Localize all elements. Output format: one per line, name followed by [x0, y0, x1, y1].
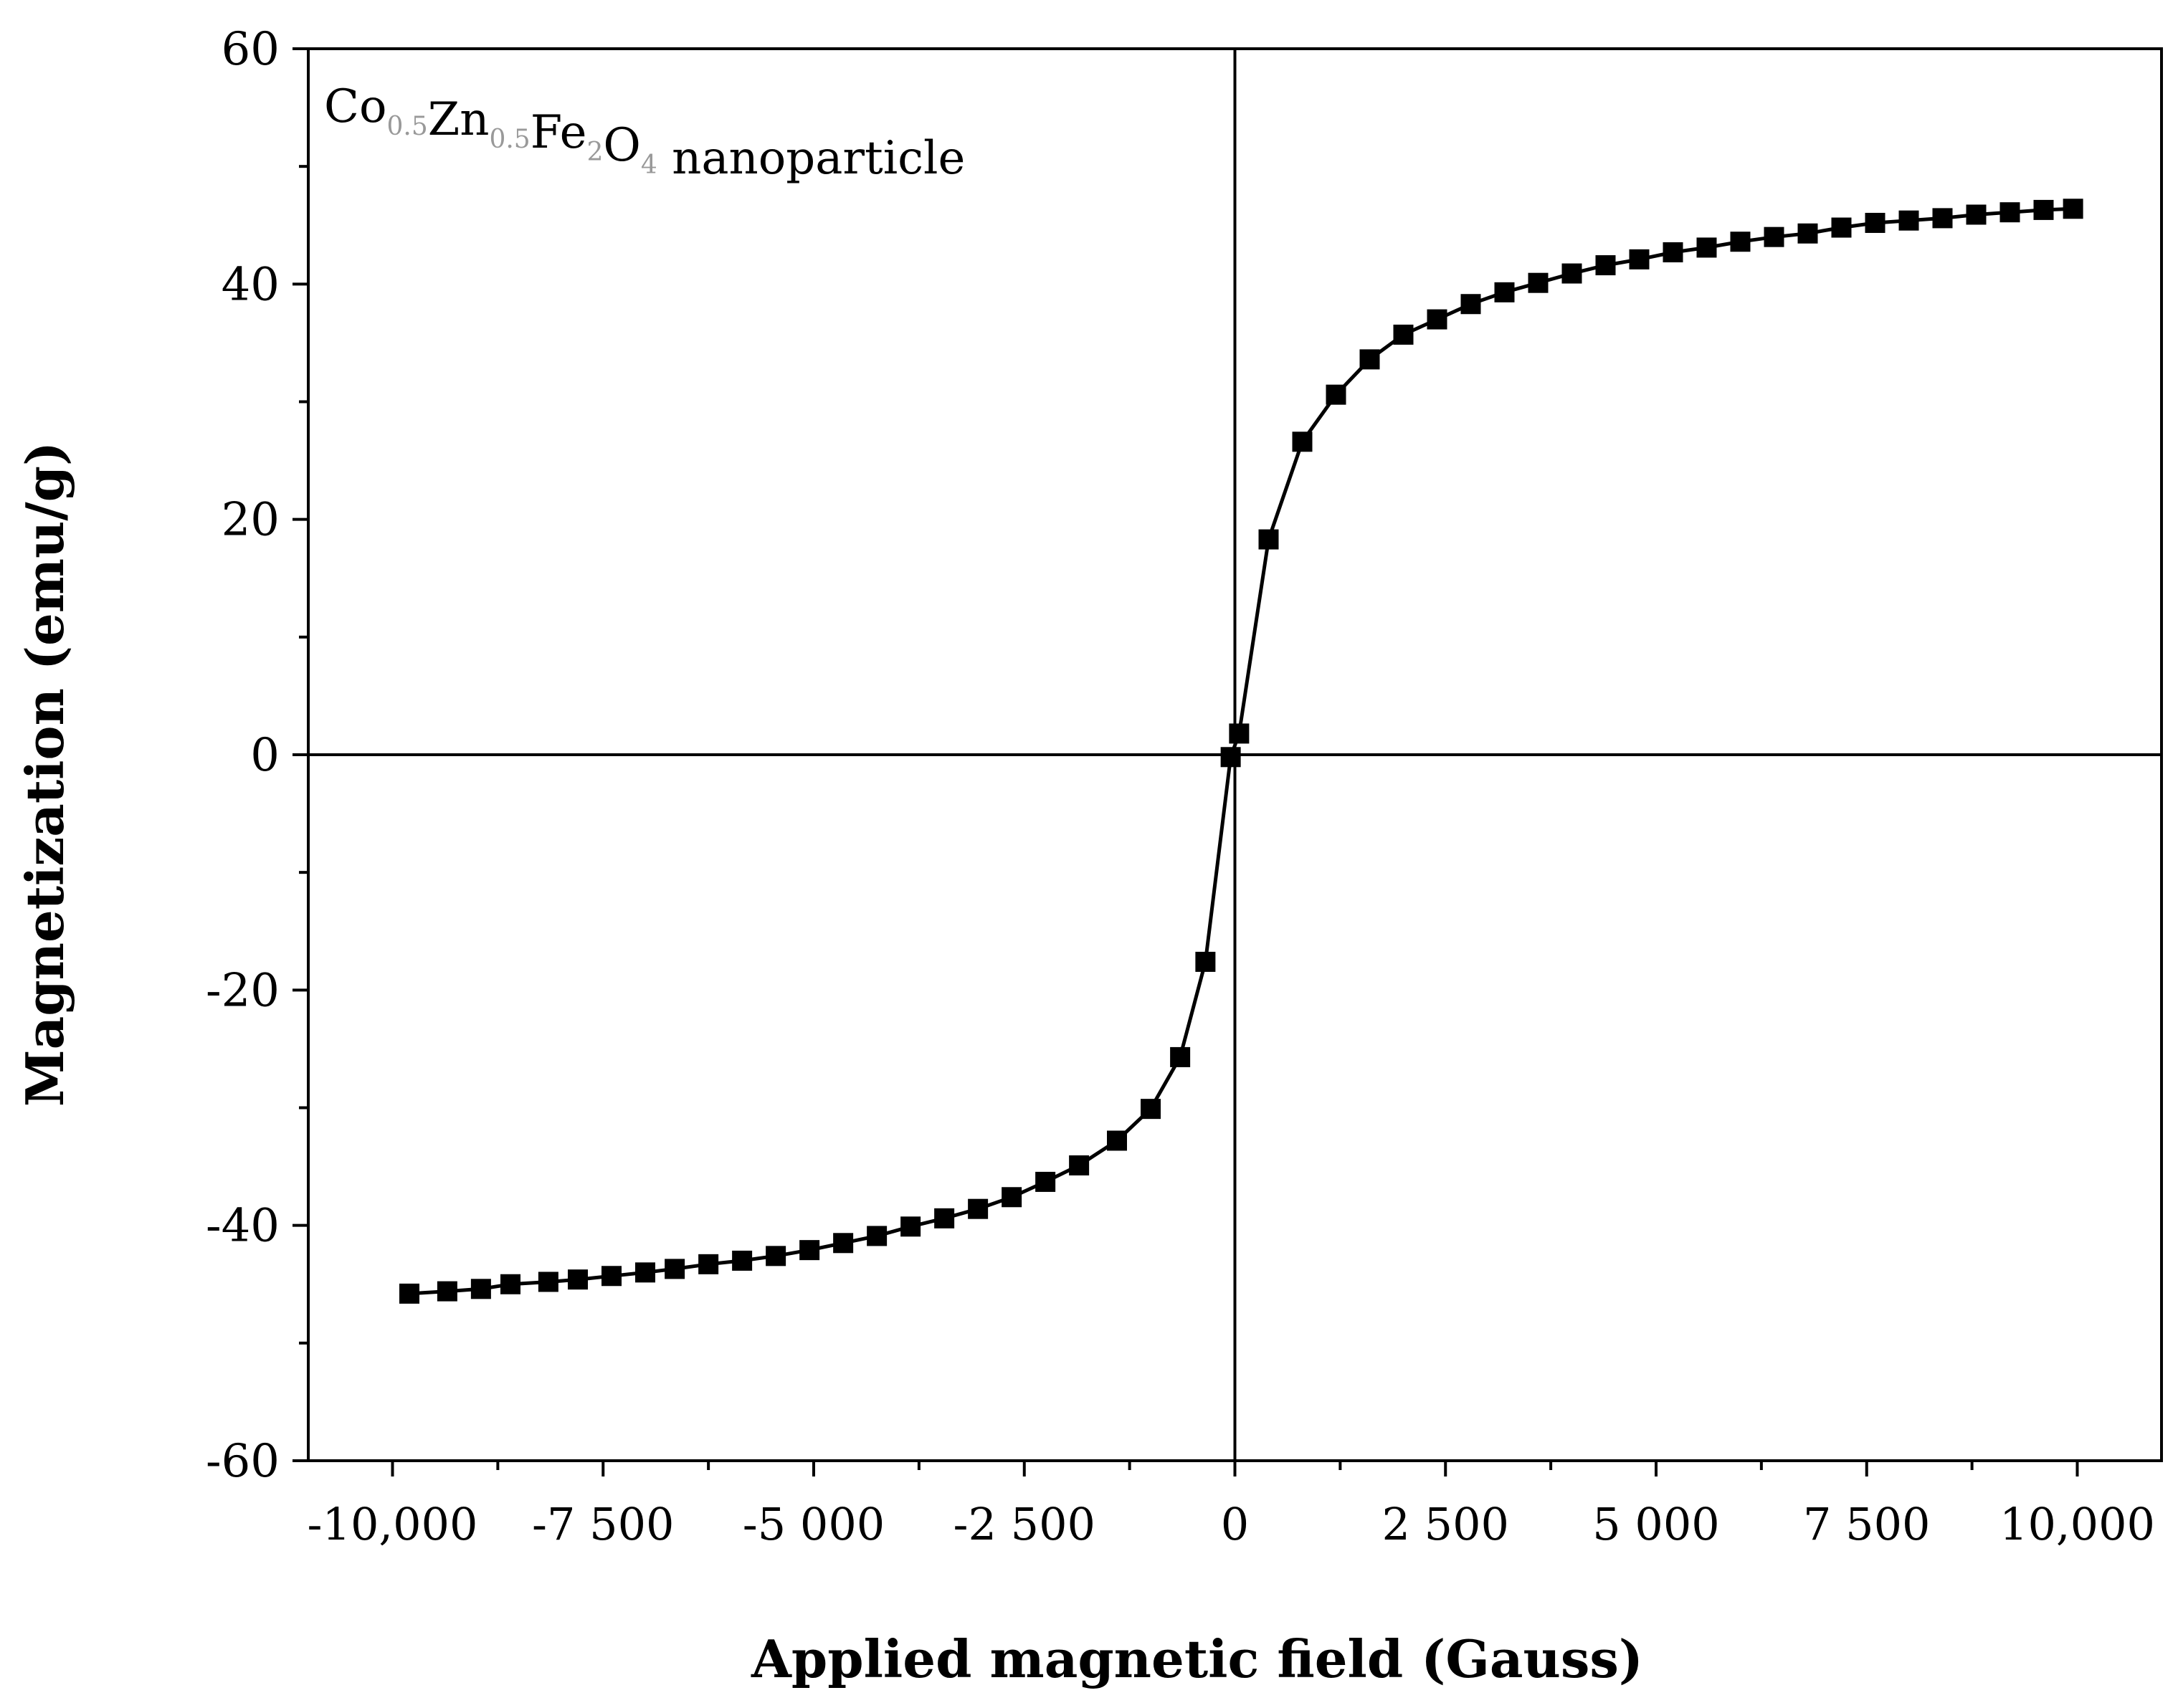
x-axis-label: Applied magnetic field (Gauss) — [751, 1628, 1643, 1689]
y-tick-label: -60 — [206, 1435, 280, 1488]
data-point — [799, 1240, 820, 1261]
y-tick-label: 20 — [222, 494, 280, 547]
annotation-text: O — [603, 119, 640, 172]
data-point — [698, 1254, 719, 1274]
y-tick-label: 60 — [222, 23, 280, 76]
chart-annotation: Co0.5Zn0.5Fe2O4 nanoparticle — [324, 80, 965, 185]
data-point — [1170, 1046, 1191, 1067]
x-tick-label: 5 000 — [1592, 1498, 1720, 1550]
data-point — [665, 1259, 685, 1279]
series-layer — [399, 199, 2083, 1304]
data-point — [1629, 249, 1650, 269]
data-point — [867, 1226, 888, 1246]
x-tick-label: 2 500 — [1382, 1498, 1510, 1550]
data-point — [1460, 294, 1481, 315]
data-point — [1035, 1171, 1056, 1192]
data-point — [1002, 1187, 1022, 1208]
y-axis-label: Magnetization (emu/g) — [14, 442, 75, 1107]
data-point — [732, 1250, 753, 1271]
data-point — [1663, 242, 1683, 263]
x-tick-label: 0 — [1221, 1498, 1249, 1550]
data-point — [635, 1262, 655, 1283]
data-point — [500, 1274, 520, 1294]
data-point — [1107, 1130, 1127, 1151]
data-point — [1229, 723, 1250, 744]
axis-ticks — [293, 47, 2079, 1476]
data-point — [1393, 324, 1414, 345]
y-tick-label: 0 — [250, 729, 280, 782]
x-tick-label: 7 500 — [1803, 1498, 1931, 1550]
series-line — [409, 206, 2073, 1296]
y-tick-label: -20 — [206, 964, 280, 1017]
data-point — [1069, 1155, 1090, 1175]
data-point — [766, 1246, 786, 1266]
data-point — [399, 1283, 419, 1304]
x-tick-label: -7 500 — [532, 1498, 674, 1550]
annotation-text: Fe — [531, 106, 587, 159]
data-point — [1865, 212, 1885, 233]
x-tick-label: 10,000 — [1999, 1498, 2155, 1550]
data-point — [1528, 272, 1549, 293]
data-point — [601, 1266, 622, 1287]
data-point — [900, 1216, 921, 1237]
data-point — [1966, 204, 1987, 225]
data-point — [1764, 226, 1784, 247]
annotation-text: nanoparticle — [657, 132, 966, 185]
data-point — [470, 1279, 491, 1299]
data-point — [1999, 202, 2020, 223]
annotation-subscript: 0.5 — [489, 125, 530, 154]
data-point — [1730, 232, 1751, 252]
data-point — [568, 1269, 588, 1290]
x-tick-label: -5 000 — [743, 1498, 885, 1550]
data-point — [1292, 431, 1313, 452]
data-point — [1561, 263, 1582, 284]
data-point — [1898, 210, 1919, 231]
data-point — [2063, 199, 2083, 219]
annotation-text: Zn — [428, 93, 490, 146]
data-point — [1359, 349, 1380, 370]
y-tick-label: -40 — [206, 1200, 280, 1253]
data-point — [1195, 951, 1216, 972]
data-point — [1696, 237, 1717, 258]
data-point — [968, 1198, 989, 1219]
data-point — [1831, 217, 1852, 238]
data-point — [1595, 255, 1616, 276]
data-point — [1326, 384, 1346, 405]
data-point — [934, 1208, 955, 1228]
x-tick-label: -10,000 — [308, 1498, 478, 1550]
data-point — [833, 1233, 854, 1254]
x-tick-label: -2 500 — [954, 1498, 1095, 1550]
annotation-subscript: 0.5 — [387, 112, 428, 141]
data-point — [1932, 208, 1953, 229]
annotation-subscript: 4 — [641, 151, 657, 180]
data-point — [1220, 747, 1241, 768]
data-point — [1494, 282, 1515, 302]
data-point — [1258, 529, 1279, 550]
data-point — [437, 1281, 457, 1302]
data-point — [1427, 309, 1447, 330]
data-point — [538, 1272, 558, 1292]
data-point — [1797, 223, 1818, 244]
annotation-text: Co — [324, 80, 387, 133]
data-point — [1141, 1099, 1161, 1120]
annotation-subscript: 2 — [587, 138, 604, 167]
y-tick-label: 40 — [222, 258, 280, 311]
data-point — [2033, 199, 2054, 220]
